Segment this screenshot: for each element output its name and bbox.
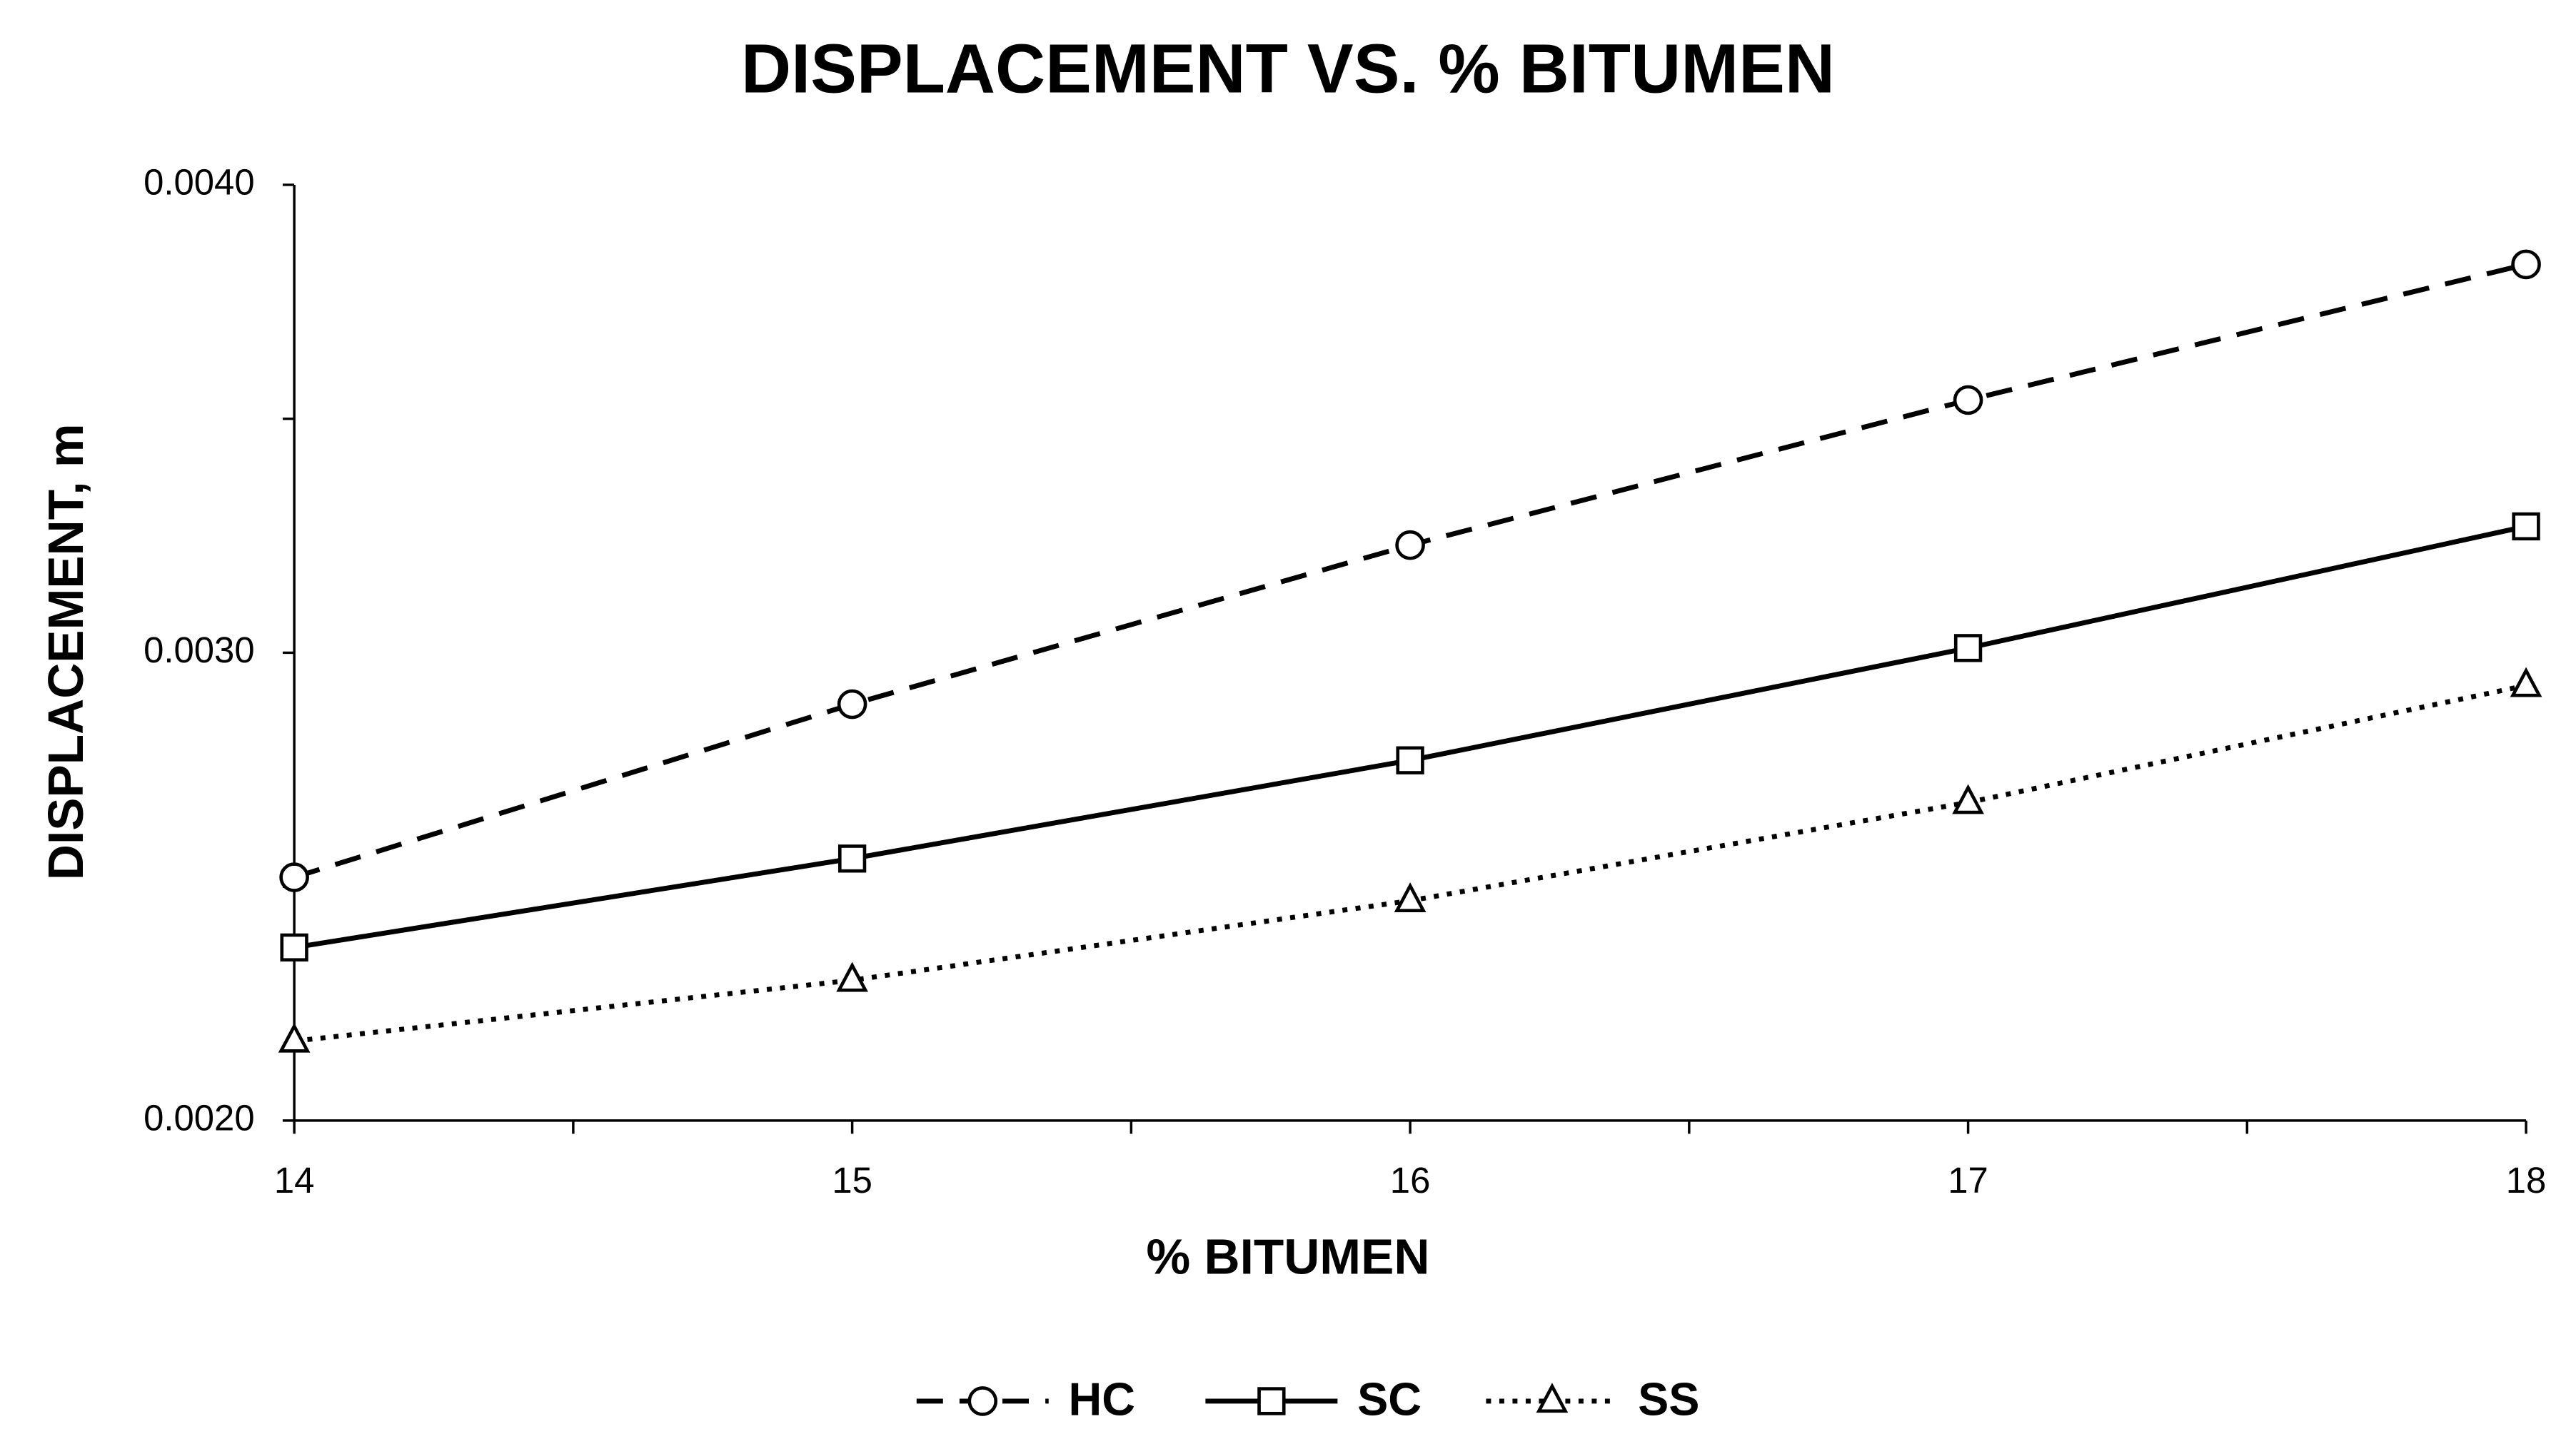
x-axis-title: % BITUMEN xyxy=(1147,1229,1430,1285)
point xyxy=(1395,530,1425,560)
point xyxy=(836,961,868,992)
x-tick-label: 15 xyxy=(832,1160,872,1201)
point xyxy=(2510,667,2542,697)
y-axis-title: DISPLACEMENT, m xyxy=(38,423,94,880)
point xyxy=(1394,882,1427,913)
point xyxy=(1952,784,1984,814)
y-tick-label: 0.0030 xyxy=(144,630,255,670)
point xyxy=(1953,385,1983,415)
point xyxy=(1536,1383,1569,1413)
x-tick-label: 14 xyxy=(274,1160,315,1201)
point xyxy=(837,689,867,720)
y-tick-label: 0.0020 xyxy=(144,1097,255,1138)
point xyxy=(280,933,308,962)
x-tick-label: 16 xyxy=(1390,1160,1431,1201)
point xyxy=(1396,746,1424,774)
point xyxy=(967,1386,998,1416)
point xyxy=(2512,512,2540,541)
y-tick-label: 0.0040 xyxy=(144,161,255,202)
point xyxy=(1953,634,1983,662)
point xyxy=(1257,1387,1286,1415)
chart-title: DISPLACEMENT VS. % BITUMEN xyxy=(741,30,1835,108)
x-tick-label: 17 xyxy=(1948,1160,1988,1201)
point xyxy=(2511,249,2541,280)
legend-label: HC xyxy=(1068,1373,1134,1425)
point xyxy=(837,844,867,873)
legend-label: SS xyxy=(1638,1373,1699,1425)
series-line xyxy=(293,262,2527,880)
series-line xyxy=(293,682,2527,1044)
x-tick-label: 18 xyxy=(2506,1160,2547,1201)
point xyxy=(278,1022,311,1053)
point xyxy=(279,862,309,892)
legend-label: SC xyxy=(1357,1373,1422,1425)
